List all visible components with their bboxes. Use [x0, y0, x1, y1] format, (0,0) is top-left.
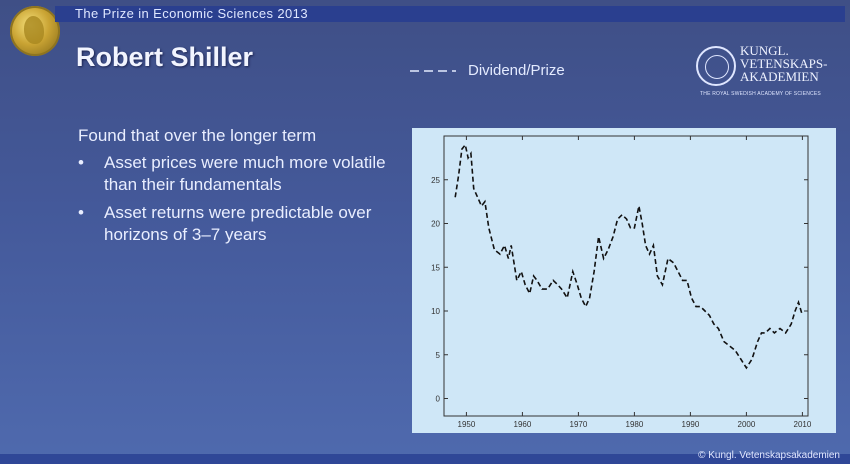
dividend-price-chart: 1950 1960 1970 1980 1990 2000 2010 0 5 10 15 20 25 — [412, 128, 836, 433]
bullet-icon: • — [78, 203, 84, 222]
chart-svg: 1950 1960 1970 1980 1990 2000 2010 0 5 10 15 20 25 — [431, 135, 812, 429]
bullet-list: • Asset prices were much more volatile th… — [78, 152, 398, 252]
bullet-text: Asset returns were predictable over hori… — [104, 203, 372, 244]
dashed-line-legend-icon — [410, 69, 456, 72]
copyright-text: © Kungl. Vetenskapsakademien — [698, 450, 840, 461]
medal-portrait — [24, 16, 44, 44]
y-tick-label: 10 — [431, 307, 440, 316]
nobel-medal-icon — [10, 6, 60, 56]
bullet-item: • Asset prices were much more volatile th… — [78, 152, 398, 196]
footer-bar — [0, 454, 850, 464]
y-tick-label: 15 — [431, 263, 440, 272]
bullet-item: • Asset returns were predictable over hor… — [78, 202, 398, 246]
event-title: The Prize in Economic Sciences 2013 — [75, 6, 308, 21]
x-tick-label: 1960 — [514, 420, 532, 429]
y-tick-label: 25 — [431, 176, 440, 185]
intro-text: Found that over the longer term — [78, 126, 317, 145]
x-tick-label: 1970 — [570, 420, 588, 429]
academy-logo: KUNGL. VETENSKAPS- AKADEMIEN THE ROYAL S… — [696, 44, 836, 100]
plot-frame — [443, 135, 809, 417]
slide-title: Robert Shiller — [76, 42, 254, 72]
event-title-bar: The Prize in Economic Sciences 2013 — [55, 6, 845, 22]
legend-label: Dividend/Prize — [468, 62, 565, 79]
series-line-dividend-prize — [454, 142, 804, 370]
academy-subtitle: THE ROYAL SWEDISH ACADEMY OF SCIENCES — [700, 91, 821, 97]
academy-name-line-1: KUNGL. — [740, 43, 789, 58]
x-tick-label: 1950 — [458, 420, 476, 429]
x-tick-label: 2000 — [738, 420, 756, 429]
chart-legend: Dividend/Prize — [410, 62, 565, 79]
y-tick-label: 0 — [436, 395, 441, 404]
academy-name-line-2: VETENSKAPS- — [740, 56, 828, 71]
academy-name-line-3: AKADEMIEN — [740, 69, 819, 84]
x-tick-label: 2010 — [794, 420, 812, 429]
bullet-icon: • — [78, 153, 84, 172]
y-tick-label: 5 — [436, 351, 441, 360]
bullet-text: Asset prices were much more volatile tha… — [104, 153, 386, 194]
academy-name: KUNGL. VETENSKAPS- AKADEMIEN — [740, 44, 827, 83]
x-tick-label: 1990 — [682, 420, 700, 429]
x-tick-label: 1980 — [626, 420, 644, 429]
academy-seal-icon — [696, 46, 736, 86]
y-tick-label: 20 — [431, 220, 440, 229]
